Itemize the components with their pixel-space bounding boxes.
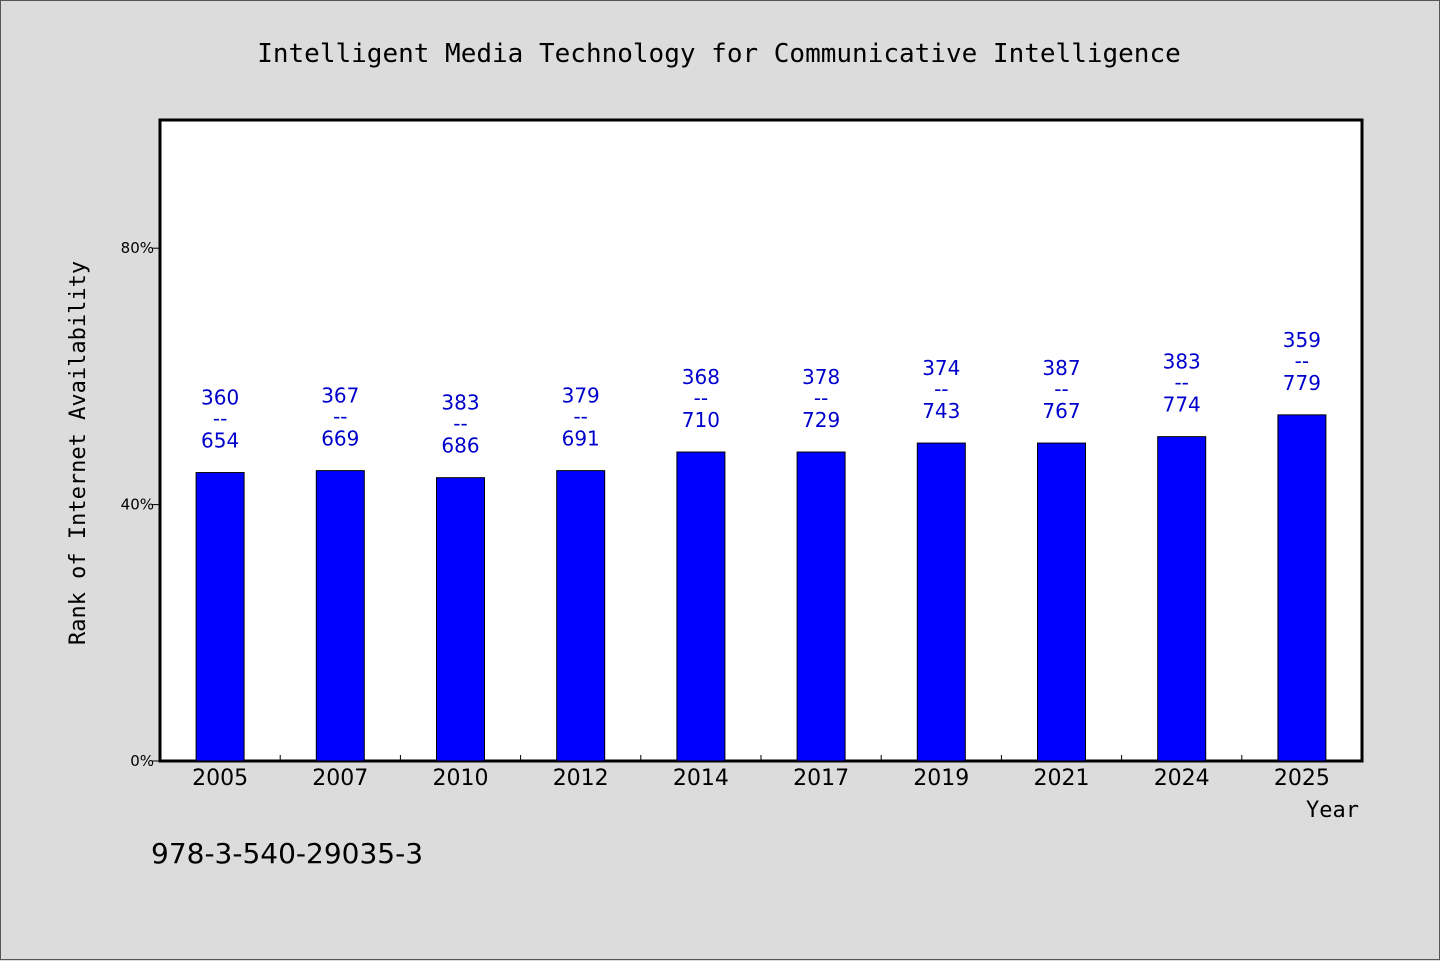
data-label-sep: -- bbox=[1174, 371, 1188, 395]
bar bbox=[676, 451, 726, 762]
x-axis: 2005 2007 2010 2012 2014 2017 2019 2021 2024 2025 bbox=[192, 755, 1330, 791]
data-label-bottom: 774 bbox=[1163, 393, 1201, 417]
data-label-bottom: 654 bbox=[201, 429, 239, 453]
data-label-top: 374 bbox=[922, 356, 960, 380]
data-label-bottom: 779 bbox=[1283, 371, 1321, 395]
data-label-sep: -- bbox=[694, 386, 708, 410]
data-label-top: 360 bbox=[201, 386, 239, 410]
data-label-top: 367 bbox=[321, 384, 359, 408]
data-label-sep: -- bbox=[814, 386, 828, 410]
x-tick-label: 2025 bbox=[1274, 766, 1330, 791]
data-label-bottom: 710 bbox=[682, 408, 720, 432]
x-axis-title: Year bbox=[1306, 798, 1359, 823]
data-label-top: 387 bbox=[1042, 356, 1080, 380]
data-label-bottom: 743 bbox=[922, 399, 960, 423]
data-label-top: 368 bbox=[682, 365, 720, 389]
data-label-sep: -- bbox=[1295, 349, 1309, 373]
data-label-top: 378 bbox=[802, 365, 840, 389]
data-label-top: 383 bbox=[1163, 350, 1201, 374]
bar bbox=[916, 442, 966, 762]
data-label-top: 359 bbox=[1283, 328, 1321, 352]
data-label-top: 379 bbox=[562, 384, 600, 408]
x-tick-label: 2024 bbox=[1154, 766, 1210, 791]
data-label-sep: -- bbox=[1054, 377, 1068, 401]
bar bbox=[195, 472, 245, 762]
data-label-bottom: 767 bbox=[1042, 399, 1080, 423]
data-label-sep: -- bbox=[934, 377, 948, 401]
data-label-top: 383 bbox=[441, 391, 479, 415]
x-tick-label: 2010 bbox=[433, 766, 489, 791]
bar bbox=[1037, 442, 1086, 762]
x-tick-label: 2005 bbox=[192, 766, 248, 791]
y-axis-title: Rank of Internet Availability bbox=[66, 261, 91, 645]
bar-series bbox=[195, 414, 1327, 762]
data-label-bottom: 729 bbox=[802, 408, 840, 432]
data-label-bottom: 691 bbox=[562, 427, 600, 451]
bar bbox=[556, 470, 606, 762]
x-tick-label: 2007 bbox=[312, 766, 368, 791]
x-tick-label: 2019 bbox=[913, 766, 969, 791]
y-tick-label: 80% bbox=[121, 239, 154, 257]
data-label-bottom: 686 bbox=[441, 434, 479, 458]
bar bbox=[315, 470, 365, 762]
chart-title: Intelligent Media Technology for Communi… bbox=[257, 39, 1181, 69]
bar bbox=[1157, 436, 1207, 762]
y-axis: 0% 40% 80% bbox=[121, 239, 160, 770]
data-label-bottom: 669 bbox=[321, 427, 359, 451]
x-tick-label: 2014 bbox=[673, 766, 729, 791]
bar bbox=[796, 451, 846, 762]
y-tick-label: 40% bbox=[121, 496, 154, 514]
y-tick-label: 0% bbox=[130, 752, 154, 770]
isbn-text: 978-3-540-29035-3 bbox=[151, 837, 423, 870]
bar bbox=[1277, 414, 1327, 762]
x-tick-label: 2012 bbox=[553, 766, 609, 791]
bar bbox=[436, 477, 485, 762]
data-label-sep: -- bbox=[453, 412, 467, 436]
data-labels: 360--654367--669383--686379--691368--710… bbox=[201, 328, 1321, 458]
x-tick-label: 2017 bbox=[793, 766, 849, 791]
data-label-sep: -- bbox=[213, 407, 227, 431]
x-tick-label: 2021 bbox=[1034, 766, 1090, 791]
data-label-sep: -- bbox=[573, 405, 587, 429]
data-label-sep: -- bbox=[333, 405, 347, 429]
